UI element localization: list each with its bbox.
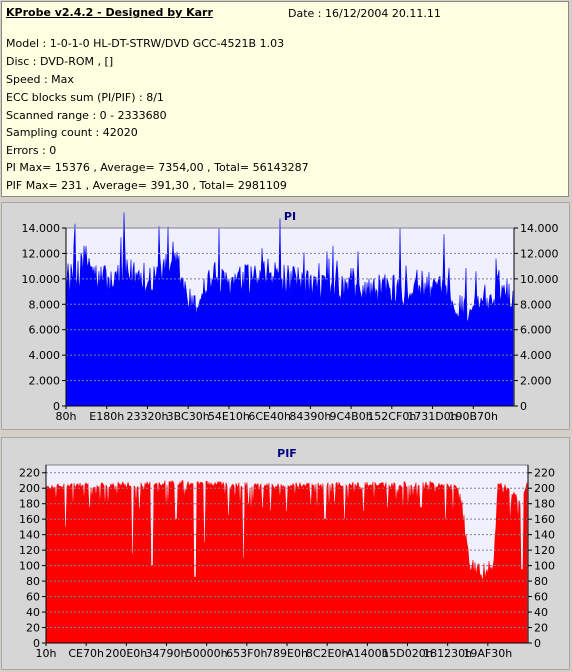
y-tick-label: 20 [26,622,40,635]
y-tick-label: 4.000 [29,349,61,362]
x-tick-label: 789E0h [266,647,308,660]
x-tick-label: 84390h [289,410,331,423]
info-line-range: Scanned range : 0 - 2333680 [6,109,167,122]
y-tick-label-right: 140 [534,529,555,542]
pif-chart-panel: PIF 0 0 20 20 40 40 60 60 80 80 100 100 120 120 140 140 1… [1,437,570,670]
y-tick-label-right: 220 [534,467,555,480]
pif-chart: PIF 0 0 20 20 40 40 60 60 80 80 100 100 120 120 140 140 1… [19,447,555,660]
x-tick-label: 200E0h [105,647,147,660]
y-tick-label-right: 8.000 [520,298,552,311]
y-tick-label-right: 4.000 [520,349,552,362]
y-tick-label: 40 [26,606,40,619]
series-area [65,212,514,407]
x-tick-label: CE70h [68,647,104,660]
y-tick-label-right: 20 [534,622,548,635]
x-tick-label: 23320h [126,410,168,423]
info-line-pif-stats: PIF Max= 231 , Average= 391,30 , Total= … [6,179,287,192]
x-tick-label: 80h [56,410,77,423]
y-tick-label: 6.000 [29,324,61,337]
y-tick-label-right: 14.000 [520,222,559,235]
y-tick-label: 10.000 [22,273,61,286]
series-area [45,480,528,644]
y-tick-label: 140 [19,529,40,542]
info-panel: KProbe v2.4.2 - Designed by Karr Date : … [1,1,569,197]
info-line-speed: Speed : Max [6,73,74,86]
y-tick-label-right: 10.000 [520,273,559,286]
x-tick-label: 54E10h [208,410,250,423]
y-tick-label-right: 100 [534,560,555,573]
chart-title: PI [284,210,296,223]
pi-chart-panel: PI 0 0 2.000 2.000 4.000 4.000 6.000 6.000 8.000 8… [1,202,570,430]
y-tick-label: 160 [19,513,40,526]
y-tick-label: 14.000 [22,222,61,235]
y-tick-label-right: 120 [534,544,555,557]
x-tick-label: 152CF0h [367,410,416,423]
y-tick-label: 2.000 [29,375,61,388]
info-line-pi-stats: PI Max= 15376 , Average= 7354,00 , Total… [6,161,309,174]
x-tick-label: 8C2E0h [306,647,349,660]
y-tick-label-right: 180 [534,498,555,511]
x-tick-label: 1731D0h [407,410,457,423]
y-tick-label-right: 2.000 [520,375,552,388]
x-tick-label: 6CE40h [248,410,291,423]
y-tick-label: 220 [19,467,40,480]
app-title: KProbe v2.4.2 - Designed by Karr [6,6,213,19]
x-tick-label: 9C4B0h [329,410,372,423]
y-tick-label: 180 [19,498,40,511]
y-tick-label: 100 [19,560,40,573]
y-tick-label-right: 0 [520,400,527,413]
info-line-ecc: ECC blocks sum (PI/PIF) : 8/1 [6,91,164,104]
y-tick-label: 60 [26,591,40,604]
x-tick-label: 3BC30h [167,410,210,423]
y-tick-label-right: 6.000 [520,324,552,337]
y-tick-label-right: 12.000 [520,247,559,260]
x-tick-label: E180h [89,410,124,423]
y-tick-label: 8.000 [29,298,61,311]
y-tick-label-right: 200 [534,482,555,495]
x-tick-label: 50000h [186,647,228,660]
chart-title: PIF [277,447,297,460]
y-tick-label-right: 0 [534,637,541,650]
x-tick-label: 34790h [146,647,188,660]
info-line-model: Model : 1-0-1-0 HL-DT-STRW/DVD GCC-4521B… [6,37,285,50]
info-line-errors: Errors : 0 [6,144,57,157]
y-tick-label-right: 80 [534,575,548,588]
y-tick-label-right: 60 [534,591,548,604]
x-tick-label: 19AF30h [463,647,512,660]
y-tick-label-right: 40 [534,606,548,619]
x-tick-label: 190B70h [449,410,499,423]
info-line-disc: Disc : DVD-ROM , [] [6,55,114,68]
y-tick-label-right: 160 [534,513,555,526]
x-tick-label: 10h [36,647,57,660]
x-tick-label: 181230h [423,647,472,660]
scan-date: Date : 16/12/2004 20.11.11 [288,7,441,20]
pi-chart: PI 0 0 2.000 2.000 4.000 4.000 6.000 6.000 8.000 8… [22,210,559,423]
y-tick-label: 120 [19,544,40,557]
y-tick-label: 200 [19,482,40,495]
y-tick-label: 0 [33,637,40,650]
y-tick-label: 0 [53,400,60,413]
info-line-sampling: Sampling count : 42020 [6,126,138,139]
x-tick-label: 653F0h [226,647,267,660]
y-tick-label: 80 [26,575,40,588]
x-tick-label: A1400h [346,647,389,660]
y-tick-label: 12.000 [22,247,61,260]
x-tick-label: 15D020h [382,647,432,660]
